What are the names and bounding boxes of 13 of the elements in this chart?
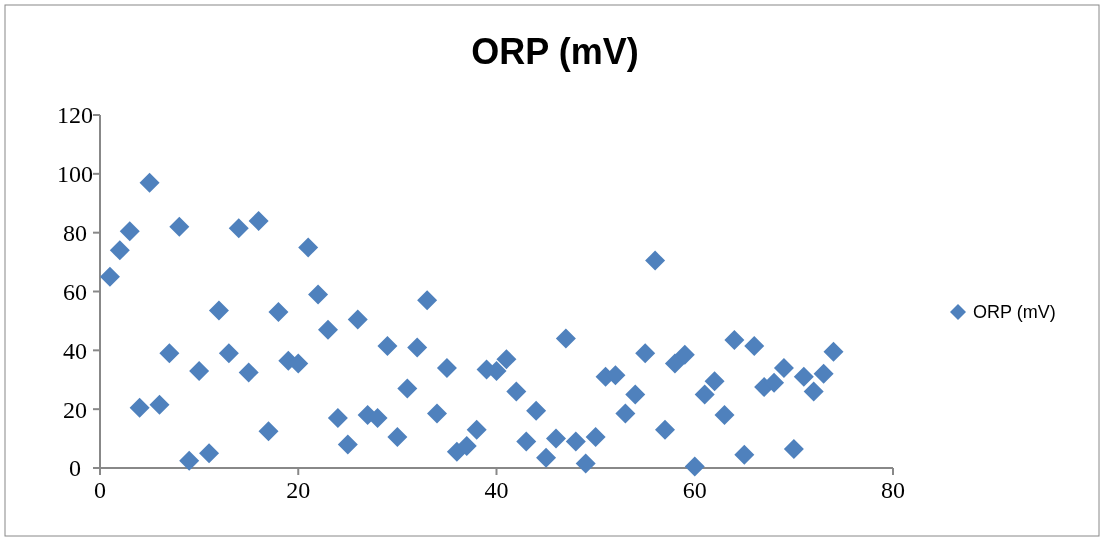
y-tick-label: 40 <box>63 337 87 364</box>
x-tick-label: 80 <box>881 477 905 503</box>
y-tick-label: 0 <box>69 455 81 482</box>
y-tick-label: 100 <box>57 161 93 188</box>
y-tick-label: 20 <box>63 396 87 423</box>
x-tick-label: 20 <box>286 477 311 503</box>
y-tick-label: 120 <box>57 102 93 129</box>
chart-title: ORP (mV) <box>471 31 639 72</box>
x-tick-label: 40 <box>484 477 509 503</box>
legend-label: ORP (mV) <box>973 302 1056 323</box>
y-tick-label: 80 <box>63 220 87 247</box>
y-tick-label: 60 <box>63 278 87 305</box>
x-tick-label: 60 <box>682 477 707 503</box>
